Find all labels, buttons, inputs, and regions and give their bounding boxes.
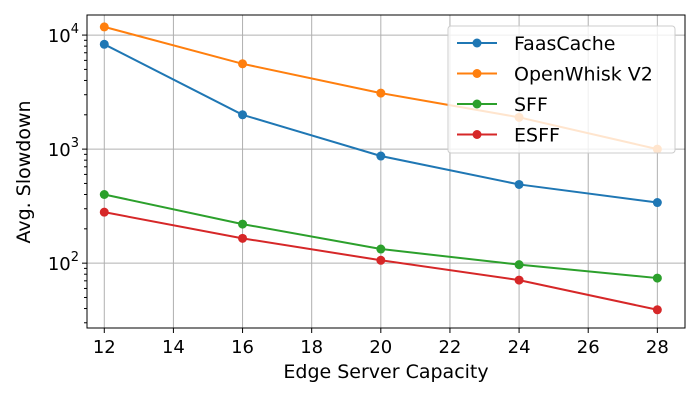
data-point [652, 305, 662, 315]
legend-items: FaasCache OpenWhisk V2 SFF ESFF [457, 33, 653, 147]
series-sff [99, 189, 662, 283]
x-tick-label: 16 [231, 337, 254, 358]
series-faascache [99, 39, 662, 208]
legend-swatch-marker [472, 99, 482, 109]
data-point [514, 179, 524, 189]
data-point [238, 59, 248, 69]
legend-label: FaasCache [514, 33, 615, 55]
data-point [238, 219, 248, 229]
y-tick-label: 103 [48, 136, 79, 161]
data-point [99, 39, 109, 49]
x-tick-label: 24 [508, 337, 531, 358]
legend-swatch-marker [472, 38, 482, 48]
data-point [376, 255, 386, 265]
y-axis-ticks: 102 103 104 [48, 22, 87, 324]
legend: FaasCache OpenWhisk V2 SFF ESFF [447, 25, 676, 154]
data-point [99, 189, 109, 199]
y-tick-label: 104 [48, 22, 79, 47]
data-point [376, 244, 386, 254]
x-tick-label: 28 [646, 337, 669, 358]
data-point [376, 151, 386, 161]
data-point [514, 275, 524, 285]
x-tick-label: 20 [369, 337, 392, 358]
plot-frame [86, 14, 686, 329]
data-point [652, 198, 662, 208]
legend-label: ESFF [514, 125, 560, 147]
data-point [514, 260, 524, 270]
legend-swatch-marker [472, 69, 482, 78]
x-axis-label: Edge Server Capacity [283, 361, 488, 383]
legend-entry: ESFF [457, 125, 560, 147]
x-tick-label: 26 [577, 337, 600, 358]
x-tick-label: 12 [93, 337, 116, 358]
legend-label: OpenWhisk V2 [514, 64, 653, 86]
series-esff [99, 207, 662, 315]
legend-entry: FaasCache [457, 33, 615, 55]
x-tick-label: 22 [438, 337, 461, 358]
series-layer [99, 22, 662, 315]
data-point [238, 110, 248, 120]
y-axis-label: Avg. Slowdown [13, 100, 35, 243]
y-tick-label: 102 [48, 250, 79, 275]
legend-box [447, 25, 676, 154]
data-point [376, 88, 386, 98]
data-point [652, 273, 662, 283]
x-tick-label: 18 [300, 337, 323, 358]
data-point [99, 207, 109, 217]
legend-entry: SFF [457, 94, 548, 116]
x-tick-label: 14 [162, 337, 185, 358]
data-point [99, 22, 109, 32]
x-axis-ticks: 12 14 16 18 20 22 24 26 28 [93, 328, 669, 358]
legend-label: SFF [514, 94, 548, 116]
data-point [238, 233, 248, 243]
legend-entry: OpenWhisk V2 [457, 64, 653, 86]
legend-swatch-marker [472, 130, 482, 139]
